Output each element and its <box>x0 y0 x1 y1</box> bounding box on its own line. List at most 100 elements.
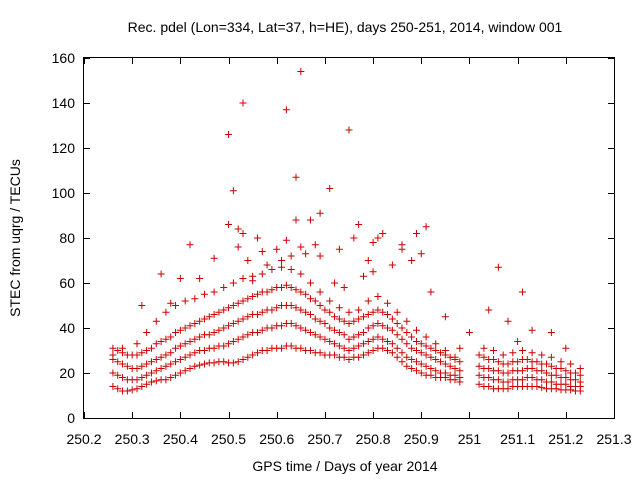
data-point <box>181 324 189 332</box>
data-point <box>379 344 387 352</box>
data-point <box>408 356 416 363</box>
data-point <box>485 365 493 372</box>
data-point <box>345 335 353 343</box>
data-point <box>547 329 555 336</box>
data-point <box>504 369 512 377</box>
data-point <box>335 315 343 323</box>
data-point <box>215 326 223 334</box>
data-point <box>167 349 175 357</box>
data-point <box>494 367 502 375</box>
data-point <box>287 284 295 291</box>
data-point <box>258 248 266 255</box>
data-point <box>538 367 546 375</box>
data-point <box>427 365 435 372</box>
data-point <box>287 266 295 273</box>
y-tick-3: 60 <box>59 275 614 291</box>
y-tick-2: 40 <box>59 320 614 336</box>
plot-frame <box>83 57 615 419</box>
x-tick-label: 250.4 <box>163 431 198 447</box>
data-point <box>220 306 228 314</box>
data-point <box>186 322 194 330</box>
data-point <box>297 68 305 75</box>
data-point <box>143 329 151 336</box>
data-point <box>465 329 473 336</box>
data-point <box>249 293 257 300</box>
data-point <box>278 257 286 264</box>
data-point <box>456 367 464 375</box>
y-tick-label: 160 <box>52 50 76 66</box>
data-point <box>215 308 223 316</box>
data-point <box>186 338 194 345</box>
data-point <box>331 351 339 359</box>
data-point <box>374 320 382 327</box>
data-point <box>350 333 358 341</box>
data-point <box>152 377 160 385</box>
data-point <box>398 335 406 343</box>
data-point <box>427 353 435 361</box>
x-tick-label: 251.3 <box>596 431 631 447</box>
data-point <box>157 365 165 372</box>
x-tick-1: 250.3 <box>115 58 150 447</box>
data-point <box>196 317 204 325</box>
data-point <box>167 360 175 368</box>
data-point <box>340 317 348 325</box>
data-point <box>543 369 551 377</box>
data-point <box>119 344 127 352</box>
data-point <box>412 358 420 366</box>
data-point <box>229 187 237 195</box>
data-point <box>518 347 526 354</box>
data-point <box>143 360 151 368</box>
data-point <box>123 362 131 370</box>
data-point <box>205 313 213 321</box>
data-point <box>369 347 377 354</box>
data-point <box>258 326 266 334</box>
data-point <box>172 358 180 366</box>
data-point <box>316 333 324 341</box>
data-point <box>123 387 131 395</box>
data-point <box>297 324 305 332</box>
data-point <box>427 288 435 296</box>
data-point <box>138 349 146 357</box>
data-point <box>292 173 300 181</box>
data-point <box>181 353 189 361</box>
data-point <box>350 344 358 352</box>
data-point <box>408 365 416 372</box>
data-point <box>398 358 406 366</box>
y-axis: 0 20 40 60 80 100 120 140 160 <box>52 50 614 426</box>
data-point <box>297 306 305 314</box>
data-point <box>229 320 237 327</box>
data-point <box>485 383 493 390</box>
data-point <box>186 365 194 372</box>
data-point <box>234 299 242 307</box>
data-point <box>306 311 314 318</box>
data-point <box>210 288 218 296</box>
data-point <box>234 335 242 343</box>
data-point <box>225 131 233 138</box>
data-point <box>253 349 261 357</box>
data-point <box>162 351 170 359</box>
data-point <box>273 304 281 312</box>
data-point <box>374 293 382 300</box>
data-point <box>297 243 305 251</box>
data-point <box>422 351 430 359</box>
data-point <box>504 360 512 368</box>
data-point <box>576 378 584 386</box>
y-tick-6: 120 <box>52 140 614 156</box>
y-tick-label: 60 <box>59 275 75 291</box>
data-point <box>220 284 228 291</box>
y-tick-8: 160 <box>52 50 614 66</box>
y-tick-7: 140 <box>52 95 614 111</box>
data-point <box>475 362 483 370</box>
data-points <box>109 68 584 395</box>
data-point <box>210 311 218 318</box>
data-point <box>191 335 199 343</box>
data-point <box>403 317 411 325</box>
data-point <box>557 358 565 366</box>
x-tick-label: 251.1 <box>500 431 535 447</box>
data-point <box>167 374 175 381</box>
data-point <box>311 297 319 305</box>
data-point <box>417 369 425 377</box>
data-point <box>422 333 430 341</box>
data-point <box>355 331 363 339</box>
data-point <box>239 297 247 305</box>
